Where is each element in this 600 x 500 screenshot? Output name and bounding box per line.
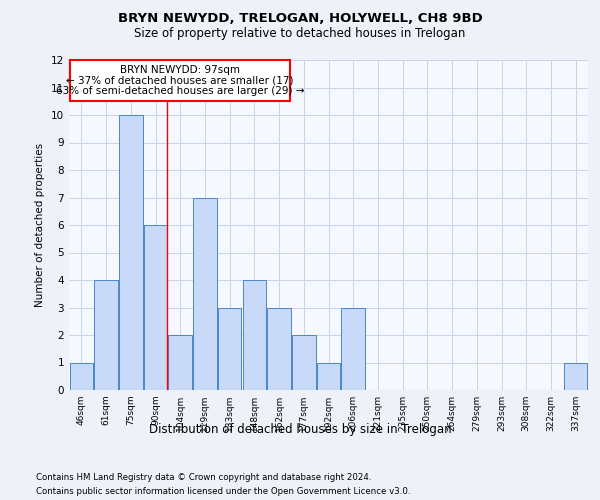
Y-axis label: Number of detached properties: Number of detached properties (35, 143, 46, 307)
Bar (193, 198, 217, 390)
Bar (268, 308, 291, 390)
Bar (242, 280, 266, 390)
Text: BRYN NEWYDD: 97sqm: BRYN NEWYDD: 97sqm (120, 65, 240, 75)
Text: Size of property relative to detached houses in Trelogan: Size of property relative to detached ho… (134, 28, 466, 40)
Bar (94, 280, 118, 390)
Bar (119, 115, 143, 390)
Bar (341, 308, 365, 390)
Bar (292, 335, 316, 390)
Text: ← 37% of detached houses are smaller (17): ← 37% of detached houses are smaller (17… (67, 75, 294, 85)
Text: 63% of semi-detached houses are larger (29) →: 63% of semi-detached houses are larger (… (56, 86, 304, 96)
Text: Contains public sector information licensed under the Open Government Licence v3: Contains public sector information licen… (36, 488, 410, 496)
Bar (144, 225, 167, 390)
Bar (169, 335, 192, 390)
FancyBboxPatch shape (70, 60, 290, 100)
Bar (317, 362, 340, 390)
Text: Contains HM Land Registry data © Crown copyright and database right 2024.: Contains HM Land Registry data © Crown c… (36, 472, 371, 482)
Bar (218, 308, 241, 390)
Bar (70, 362, 93, 390)
Bar (564, 362, 587, 390)
Text: BRYN NEWYDD, TRELOGAN, HOLYWELL, CH8 9BD: BRYN NEWYDD, TRELOGAN, HOLYWELL, CH8 9BD (118, 12, 482, 26)
Text: Distribution of detached houses by size in Trelogan: Distribution of detached houses by size … (149, 422, 451, 436)
